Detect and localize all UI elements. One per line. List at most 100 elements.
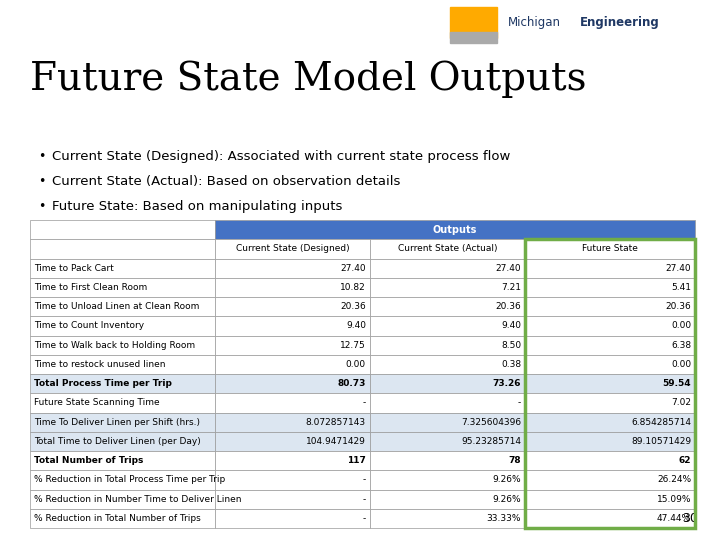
Text: Time To Deliver Linen per Shift (hrs.): Time To Deliver Linen per Shift (hrs.) bbox=[34, 417, 200, 427]
Text: Total Time to Deliver Linen (per Day): Total Time to Deliver Linen (per Day) bbox=[34, 437, 201, 446]
Bar bbox=[370, 432, 525, 451]
Text: -: - bbox=[363, 514, 366, 523]
Text: Future State: Based on manipulating inputs: Future State: Based on manipulating inpu… bbox=[52, 200, 343, 213]
Bar bbox=[30, 489, 215, 509]
Bar bbox=[30, 355, 215, 374]
Text: Time to restock unused linen: Time to restock unused linen bbox=[34, 360, 166, 369]
Text: 0.00: 0.00 bbox=[671, 321, 691, 330]
Bar bbox=[30, 432, 215, 451]
Bar bbox=[370, 470, 525, 489]
Text: •: • bbox=[38, 175, 45, 188]
Bar bbox=[215, 470, 370, 489]
Text: -: - bbox=[518, 399, 521, 407]
Text: Engineering: Engineering bbox=[580, 16, 660, 29]
Bar bbox=[370, 278, 525, 297]
Text: 6.38: 6.38 bbox=[671, 341, 691, 349]
Text: 20.36: 20.36 bbox=[495, 302, 521, 311]
Bar bbox=[215, 393, 370, 413]
Text: Time to Unload Linen at Clean Room: Time to Unload Linen at Clean Room bbox=[34, 302, 199, 311]
Text: Total Process Time per Trip: Total Process Time per Trip bbox=[34, 379, 172, 388]
Bar bbox=[30, 470, 215, 489]
Text: 0.38: 0.38 bbox=[501, 360, 521, 369]
Text: 9.40: 9.40 bbox=[346, 321, 366, 330]
Text: 89.10571429: 89.10571429 bbox=[631, 437, 691, 446]
Text: •: • bbox=[38, 200, 45, 213]
Text: 95.23285714: 95.23285714 bbox=[461, 437, 521, 446]
Text: -: - bbox=[363, 495, 366, 504]
Bar bbox=[525, 355, 695, 374]
Bar bbox=[525, 393, 695, 413]
Bar bbox=[370, 239, 525, 259]
Text: % Reduction in Number Time to Deliver Linen: % Reduction in Number Time to Deliver Li… bbox=[34, 495, 241, 504]
Bar bbox=[30, 297, 215, 316]
Text: % Reduction in Total Number of Trips: % Reduction in Total Number of Trips bbox=[34, 514, 201, 523]
Bar bbox=[30, 316, 215, 335]
Text: Future State Scanning Time: Future State Scanning Time bbox=[34, 399, 160, 407]
Bar bbox=[525, 239, 695, 259]
Bar bbox=[525, 335, 695, 355]
Text: Time to First Clean Room: Time to First Clean Room bbox=[34, 283, 148, 292]
Text: 5.41: 5.41 bbox=[671, 283, 691, 292]
Text: Time to Walk back to Holding Room: Time to Walk back to Holding Room bbox=[34, 341, 195, 349]
Text: 33.33%: 33.33% bbox=[487, 514, 521, 523]
Bar bbox=[370, 297, 525, 316]
Bar bbox=[215, 239, 370, 259]
Text: -: - bbox=[363, 475, 366, 484]
Bar bbox=[370, 259, 525, 278]
Bar bbox=[370, 393, 525, 413]
Text: Current State (Designed): Current State (Designed) bbox=[235, 245, 349, 253]
Bar bbox=[432, 0, 720, 50]
Bar bbox=[525, 451, 695, 470]
Bar bbox=[215, 220, 695, 239]
Text: 20.36: 20.36 bbox=[665, 302, 691, 311]
Bar bbox=[525, 316, 695, 335]
Text: 26.24%: 26.24% bbox=[657, 475, 691, 484]
Bar bbox=[215, 297, 370, 316]
Text: Current State (Designed): Associated with current state process flow: Current State (Designed): Associated wit… bbox=[52, 150, 510, 163]
Bar bbox=[30, 509, 215, 528]
Bar bbox=[525, 432, 695, 451]
Text: % Reduction in Total Process Time per Trip: % Reduction in Total Process Time per Tr… bbox=[34, 475, 225, 484]
Bar bbox=[370, 316, 525, 335]
Bar bbox=[215, 489, 370, 509]
Text: 0.00: 0.00 bbox=[671, 360, 691, 369]
Bar bbox=[215, 509, 370, 528]
Text: 73.26: 73.26 bbox=[492, 379, 521, 388]
Text: 15.09%: 15.09% bbox=[657, 495, 691, 504]
Text: 20.36: 20.36 bbox=[341, 302, 366, 311]
Bar bbox=[525, 489, 695, 509]
Text: Current State (Actual): Current State (Actual) bbox=[397, 245, 498, 253]
Bar bbox=[370, 489, 525, 509]
Bar bbox=[215, 278, 370, 297]
Text: 9.26%: 9.26% bbox=[492, 475, 521, 484]
Text: 30: 30 bbox=[682, 512, 698, 525]
Bar bbox=[525, 278, 695, 297]
Bar bbox=[525, 509, 695, 528]
Bar bbox=[525, 470, 695, 489]
Text: 7.02: 7.02 bbox=[671, 399, 691, 407]
Bar bbox=[215, 316, 370, 335]
Bar bbox=[30, 278, 215, 297]
Text: 12.75: 12.75 bbox=[341, 341, 366, 349]
Bar bbox=[370, 451, 525, 470]
Text: -: - bbox=[363, 399, 366, 407]
Bar bbox=[370, 355, 525, 374]
Text: 8.50: 8.50 bbox=[501, 341, 521, 349]
Text: Michigan: Michigan bbox=[508, 16, 561, 29]
Bar bbox=[30, 239, 215, 259]
Text: Time to Pack Cart: Time to Pack Cart bbox=[34, 264, 114, 273]
Text: 104.9471429: 104.9471429 bbox=[306, 437, 366, 446]
Text: 47.44%: 47.44% bbox=[657, 514, 691, 523]
Text: 8.072857143: 8.072857143 bbox=[306, 417, 366, 427]
Bar bbox=[370, 374, 525, 393]
Text: Total Number of Trips: Total Number of Trips bbox=[34, 456, 143, 465]
Bar bbox=[215, 432, 370, 451]
Bar bbox=[525, 374, 695, 393]
Text: 10.82: 10.82 bbox=[341, 283, 366, 292]
Text: 62: 62 bbox=[678, 456, 691, 465]
Bar bbox=[30, 374, 215, 393]
Text: •: • bbox=[38, 150, 45, 163]
Bar bbox=[525, 259, 695, 278]
Text: 0.00: 0.00 bbox=[346, 360, 366, 369]
Text: 9.26%: 9.26% bbox=[492, 495, 521, 504]
